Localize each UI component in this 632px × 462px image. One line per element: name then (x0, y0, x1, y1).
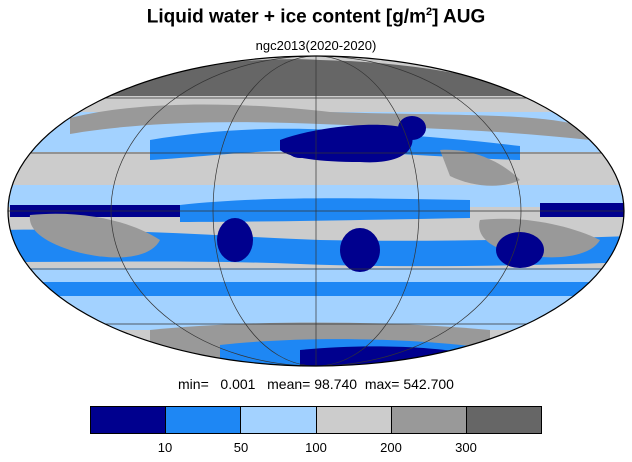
colorbar-tick: 100 (305, 440, 327, 455)
colorbar-segment (166, 407, 242, 433)
map-subtitle: ngc2013(2020-2020) (255, 38, 377, 53)
colorbar-tick: 200 (380, 440, 402, 455)
colorbar-segment (91, 407, 167, 433)
colorbar-tick: 50 (233, 440, 249, 455)
map-border (7, 55, 625, 367)
colorbar-segment (241, 407, 317, 433)
colorbar-segment (316, 407, 392, 433)
map-title: Liquid water + ice content [g/m2] AUG (146, 6, 486, 28)
colorbar-segment (391, 407, 467, 433)
colorbar-segment (466, 407, 542, 433)
stats-line: min= 0.001 mean= 98.740 max= 542.700 (178, 376, 454, 392)
colorbar-tick: 10 (157, 440, 173, 455)
colorbar-tick: 300 (455, 440, 477, 455)
colorbar (90, 406, 542, 434)
